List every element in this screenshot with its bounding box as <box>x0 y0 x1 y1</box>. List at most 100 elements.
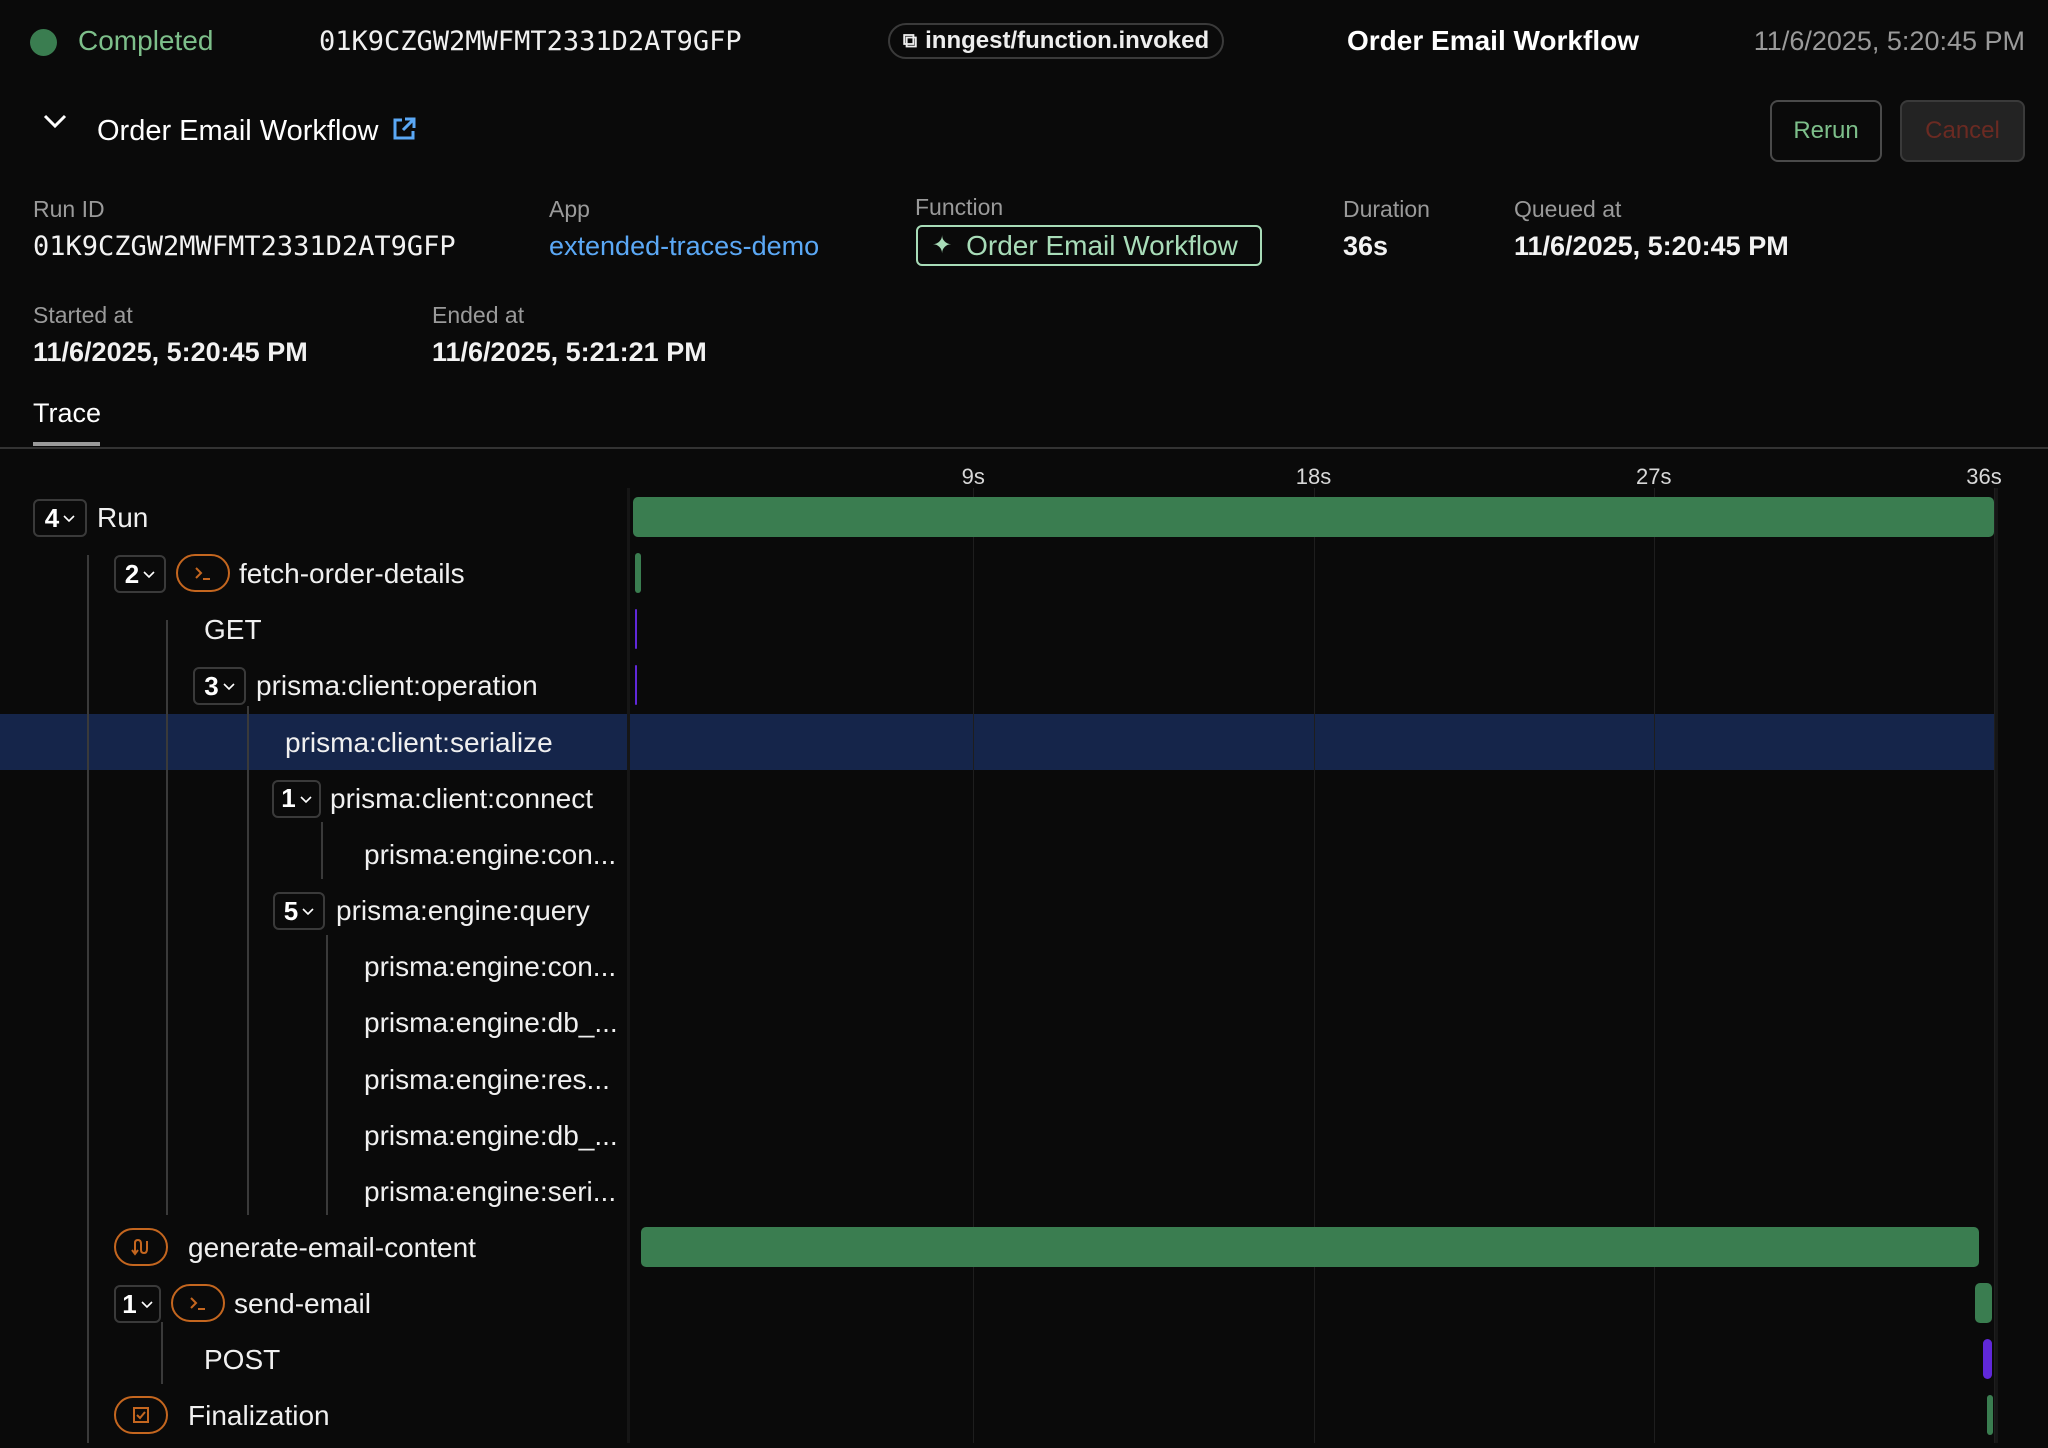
function-value: Order Email Workflow <box>966 229 1238 261</box>
collapse-chevron-icon[interactable] <box>42 112 68 135</box>
span-name[interactable]: fetch-order-details <box>239 558 465 590</box>
child-count: 5 <box>283 895 299 926</box>
span-name[interactable]: prisma:engine:query <box>336 895 590 927</box>
expand-toggle[interactable]: 4 <box>33 499 87 537</box>
timeline-gridline <box>1994 488 1995 1443</box>
span-name[interactable]: Finalization <box>188 1400 330 1432</box>
span-bar[interactable] <box>640 1226 1979 1267</box>
trace-row-content: prisma:engine:con... <box>0 938 620 994</box>
trace-row-content: 3 prisma:client:operation <box>0 657 620 713</box>
child-count: 4 <box>44 502 60 533</box>
chevron-down-icon <box>302 903 314 919</box>
tree-connector-line <box>321 822 323 879</box>
ended-label: Ended at <box>432 302 525 328</box>
timeline-left-border <box>627 488 630 1443</box>
app-link[interactable]: extended-traces-demo <box>549 231 820 261</box>
trace-row-content: prisma:engine:con... <box>0 826 620 882</box>
expand-toggle[interactable]: 2 <box>114 555 166 594</box>
duration-value: 36s <box>1343 231 1389 261</box>
trace-row[interactable] <box>0 713 1994 770</box>
chevron-down-icon <box>141 1296 153 1312</box>
app-label: App <box>549 196 590 222</box>
run-id-label: Run ID <box>33 196 105 222</box>
span-name[interactable]: prisma:engine:con... <box>364 951 617 983</box>
span-name[interactable]: generate-email-content <box>188 1231 476 1263</box>
expand-toggle[interactable]: 5 <box>273 892 325 931</box>
timeline-right-border <box>1994 488 1998 1443</box>
span-bar[interactable] <box>634 609 637 650</box>
span-bar[interactable] <box>1982 1339 1993 1380</box>
function-button[interactable]: ✦ Order Email Workflow <box>916 225 1262 266</box>
header-timestamp: 11/6/2025, 5:20:45 PM <box>1753 26 2025 56</box>
expand-toggle[interactable]: 3 <box>193 667 246 706</box>
function-label: Function <box>915 194 1004 220</box>
span-name[interactable]: Run <box>97 502 149 533</box>
trace-row-content: 5 prisma:engine:query <box>0 882 620 938</box>
span-name[interactable]: prisma:engine:db_... <box>364 1119 618 1151</box>
child-count: 3 <box>204 670 219 701</box>
tree-connector-line <box>247 706 249 1215</box>
span-bar[interactable] <box>1975 1283 1993 1324</box>
span-name[interactable]: prisma:engine:res... <box>364 1063 610 1095</box>
checkbox-icon <box>114 1396 168 1435</box>
started-value: 11/6/2025, 5:20:45 PM <box>33 337 308 367</box>
span-bar[interactable] <box>1987 1395 1994 1436</box>
chevron-down-icon <box>300 791 312 807</box>
rerun-button[interactable]: Rerun <box>1770 100 1882 162</box>
span-name[interactable]: prisma:engine:db_... <box>364 1007 618 1039</box>
chevron-down-icon <box>63 510 75 526</box>
child-count: 1 <box>122 1288 137 1319</box>
event-pill[interactable]: ⧉ inngest/function.invoked <box>888 23 1224 59</box>
status-label: Completed <box>78 25 214 56</box>
trace-row-content: prisma:engine:db_... <box>0 1107 620 1163</box>
expand-toggle[interactable]: 1 <box>114 1285 161 1324</box>
trace-row-content: prisma:engine:db_... <box>0 994 620 1050</box>
expand-toggle[interactable]: 1 <box>272 779 321 818</box>
span-bar[interactable] <box>634 553 641 594</box>
trace-row-content: POST <box>0 1331 620 1387</box>
span-name[interactable]: prisma:engine:con... <box>364 838 617 870</box>
ai-flow-icon <box>114 1227 168 1266</box>
span-name[interactable]: send-email <box>234 1288 371 1320</box>
span-name[interactable]: GET <box>204 614 262 646</box>
duration-label: Duration <box>1343 196 1430 222</box>
started-label: Started at <box>33 302 133 328</box>
tab-trace[interactable]: Trace <box>33 398 102 428</box>
timeline-gridline <box>973 488 975 1443</box>
run-title: Order Email Workflow <box>97 115 379 147</box>
span-bar[interactable] <box>634 665 637 706</box>
run-id-value: 01K9CZGW2MWFMT2331D2AT9GFP <box>33 231 456 262</box>
queued-label: Queued at <box>1514 196 1622 222</box>
trace-row-content: 1 send-email <box>0 1275 620 1331</box>
terminal-icon <box>176 554 230 593</box>
trace-row-content: prisma:engine:res... <box>0 1051 620 1107</box>
terminal-icon <box>171 1284 225 1323</box>
copy-icon: ⧉ <box>902 29 918 52</box>
span-name[interactable]: prisma:client:operation <box>256 670 538 702</box>
timeline-tick-label: 27s <box>1636 464 1672 489</box>
trace-row-content: 4 Run <box>0 489 620 545</box>
run-id-header: 01K9CZGW2MWFMT2331D2AT9GFP <box>319 26 742 57</box>
sparkle-icon: ✦ <box>932 232 953 259</box>
span-name[interactable]: prisma:client:connect <box>330 782 594 814</box>
trace-row-content: Finalization <box>0 1387 620 1443</box>
function-name-header: Order Email Workflow <box>1347 25 1639 56</box>
external-link-icon[interactable] <box>391 116 417 147</box>
cancel-button[interactable]: Cancel <box>1900 100 2025 162</box>
timeline-tick-label: 18s <box>1295 464 1332 489</box>
span-name[interactable]: POST <box>204 1344 281 1376</box>
trace-row-content: prisma:client:serialize <box>0 714 620 770</box>
child-count: 2 <box>124 558 140 589</box>
span-name[interactable]: prisma:engine:seri... <box>364 1175 617 1207</box>
trace-row-content: generate-email-content <box>0 1219 620 1275</box>
timeline-tick-label: 9s <box>961 464 985 489</box>
queued-value: 11/6/2025, 5:20:45 PM <box>1514 231 1789 261</box>
trace-row-content: 2 fetch-order-details <box>0 545 620 601</box>
span-name[interactable]: prisma:client:serialize <box>285 726 553 758</box>
tree-connector-line <box>326 935 328 1215</box>
trace-row-content: 1 prisma:client:connect <box>0 770 620 826</box>
tab-active-indicator <box>33 442 100 446</box>
timeline-tick-label: 36s <box>1966 464 2002 489</box>
span-bar[interactable] <box>633 497 1994 537</box>
tree-connector-line <box>166 620 168 1215</box>
